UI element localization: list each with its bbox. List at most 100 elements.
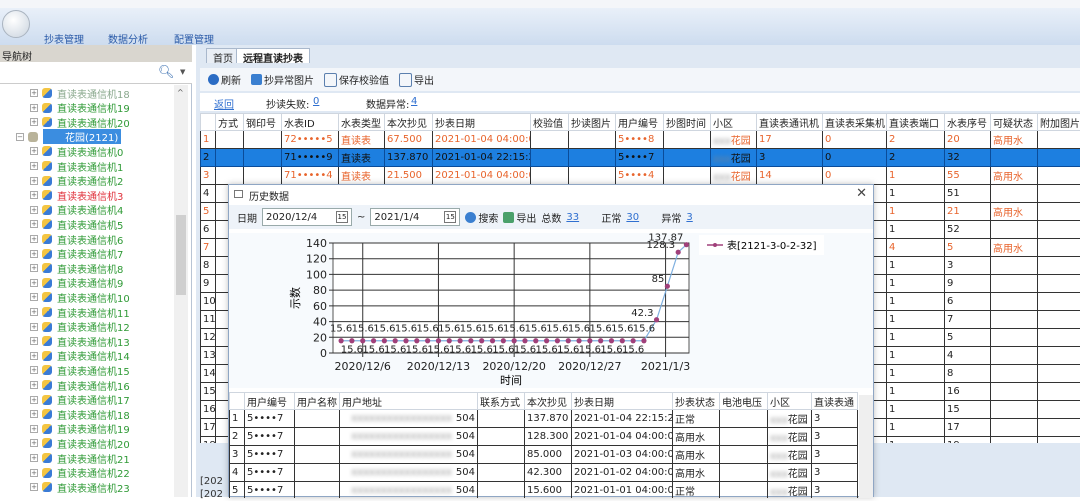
expand-icon[interactable]: + [30,366,38,374]
expand-icon[interactable]: + [30,483,38,491]
expand-icon[interactable]: + [30,147,38,155]
column-header[interactable]: 钢印号 [244,114,282,131]
tree-item[interactable]: +直读表通信机14 [30,349,130,363]
column-header[interactable]: 本次抄见 [525,393,572,410]
expand-icon[interactable]: + [30,250,38,258]
tree-item[interactable]: +直读表通信机13 [30,334,130,348]
column-header[interactable]: 用户地址 [340,393,478,410]
column-header[interactable]: 可疑状态 [991,114,1038,131]
expand-icon[interactable]: + [30,352,38,360]
expand-icon[interactable]: + [30,264,38,272]
expand-icon[interactable]: + [30,469,38,477]
tree-item[interactable]: +直读表通信机12 [30,320,130,334]
export-button[interactable]: 导出 [399,72,434,87]
tree-item[interactable]: +直读表通信机21 [30,451,130,465]
tree-item[interactable]: +直读表通信机3 [30,188,123,202]
expand-icon[interactable]: + [30,337,38,345]
calendar-icon[interactable]: 15 [336,211,348,223]
expand-icon[interactable]: + [30,104,38,112]
column-header[interactable]: 校验值 [531,114,569,131]
column-header[interactable]: 抄表状态 [673,393,720,410]
column-header[interactable]: 小区 [768,393,812,410]
column-header[interactable] [230,393,245,410]
tree-item[interactable]: +直读表通信机20 [30,115,130,129]
tree-item[interactable]: +直读表通信机18 [30,86,130,100]
column-header[interactable]: 附加图片 [1038,114,1080,131]
expand-icon[interactable]: + [30,279,38,287]
nav-scrollbar-thumb[interactable] [176,215,186,295]
expand-icon[interactable]: + [30,410,38,418]
column-header[interactable]: 用户编号 [245,393,295,410]
tree-item[interactable]: +直读表通信机19 [30,422,130,436]
column-header[interactable]: 直读表通讯机 [757,114,823,131]
tree-item[interactable]: +直读表通信机4 [30,203,123,217]
tab-remote-reading[interactable]: 远程直读抄表 [236,48,310,63]
column-header[interactable]: 小区 [711,114,757,131]
tree-item[interactable]: +直读表通信机5 [30,217,123,231]
column-header[interactable]: 抄表日期 [572,393,673,410]
tree-item[interactable]: +直读表通信机8 [30,261,123,275]
column-header[interactable]: 用户名称 [295,393,340,410]
tree-group[interactable]: −花园(2121) [16,130,121,144]
tree-item[interactable]: +直读表通信机22 [30,466,130,480]
expand-icon[interactable]: + [30,323,38,331]
save-check-button[interactable]: 保存校验值 [324,72,389,87]
column-header[interactable]: 直读表采集机 [823,114,887,131]
column-header[interactable]: 抄表日期 [433,114,531,131]
search-icon[interactable]: 🔍︎ [158,65,175,80]
column-header[interactable]: 直读表端口 [887,114,945,131]
expand-icon[interactable]: + [30,454,38,462]
tree-item[interactable]: +直读表通信机10 [30,290,130,304]
app-menu-button[interactable] [2,10,30,38]
dropdown-arrow-icon[interactable]: ▼ [180,68,185,76]
tree-item[interactable]: +直读表通信机6 [30,232,123,246]
expand-icon[interactable]: + [30,220,38,228]
tree-item[interactable]: +直读表通信机9 [30,276,123,290]
menu-config[interactable]: 配置管理 [174,31,214,46]
tree-item[interactable]: +直读表通信机2 [30,174,123,188]
tree-item[interactable]: +直读表通信机23 [30,480,130,494]
expand-icon[interactable]: + [30,235,38,243]
expand-icon[interactable]: + [30,439,38,447]
column-header[interactable]: 方式 [216,114,244,131]
dialog-export-button[interactable]: 导出 [503,210,536,225]
search-button[interactable]: 搜索 [465,210,498,225]
tree-item[interactable]: +直读表通信机1 [30,159,123,173]
tree-item[interactable]: +直读表通信机0 [30,144,123,158]
abnormal-image-button[interactable]: 抄异常图片 [251,72,314,87]
column-header[interactable]: 联系方式 [478,393,525,410]
close-icon[interactable]: ✕ [856,186,867,201]
tree-item[interactable]: +直读表通信机11 [30,305,130,319]
tab-home[interactable]: 首页 [206,48,240,63]
expand-icon[interactable]: + [30,162,38,170]
column-header[interactable]: 水表类型 [339,114,385,131]
scroll-up-icon[interactable]: ^ [177,88,184,97]
expand-icon[interactable]: + [30,118,38,126]
tree-item[interactable]: +直读表通信机15 [30,363,130,377]
history-table-scrollbar[interactable] [859,395,873,498]
expand-icon[interactable]: + [30,425,38,433]
column-header[interactable]: 用户编号 [616,114,664,131]
tree-item[interactable]: +直读表通信机16 [30,378,130,392]
expand-icon[interactable]: + [30,381,38,389]
column-header[interactable]: 水表ID [282,114,339,131]
expand-icon[interactable]: + [30,191,38,199]
expand-icon[interactable]: + [30,206,38,214]
expand-icon[interactable]: + [30,89,38,97]
column-header[interactable] [201,114,216,131]
back-link[interactable]: 返回 [214,96,234,111]
tree-item[interactable]: +直读表通信机20 [30,436,130,450]
column-header[interactable]: 直读表通 [812,393,858,410]
tree-item[interactable]: +直读表通信机7 [30,247,123,261]
expand-icon[interactable]: + [30,308,38,316]
refresh-button[interactable]: 刷新 [208,72,241,87]
